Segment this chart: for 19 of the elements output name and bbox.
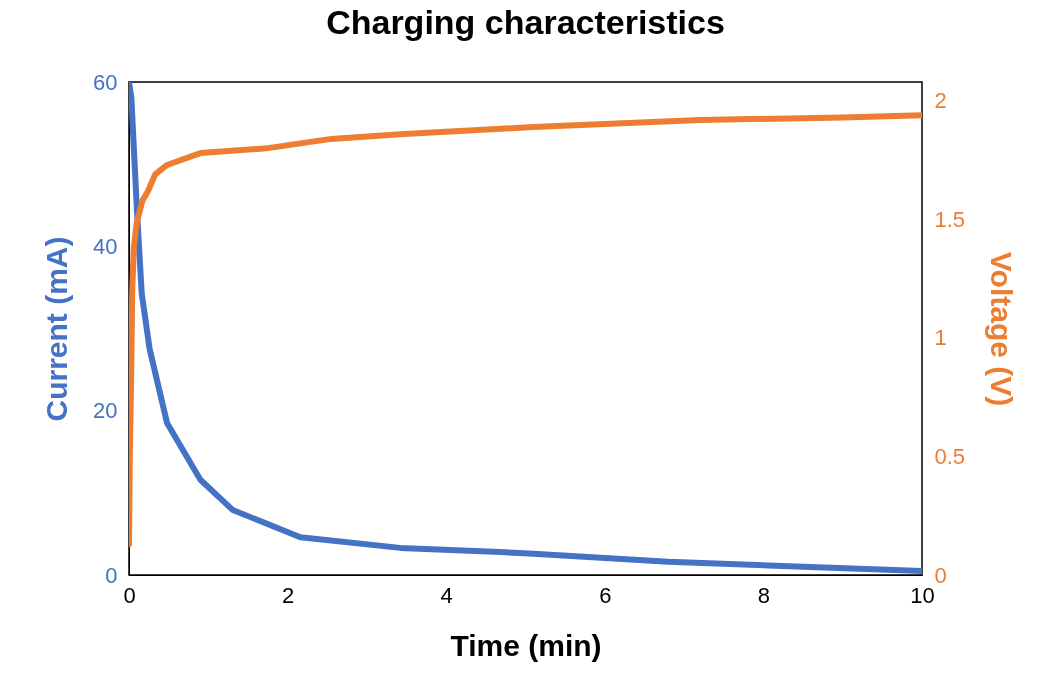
y-tick-label: 0 [105,562,118,588]
y-tick-label: 60 [93,69,118,95]
y2-tick-label: 1.5 [934,206,966,232]
y-tick-label: 20 [93,398,118,424]
y2-tick-label: 2 [934,88,947,114]
y-axis-title: Current (mA) [40,236,74,422]
x-tick-label: 8 [757,582,771,608]
x-axis-title: Time (min) [450,628,602,662]
x-tick-label: 10 [910,582,935,608]
y2-axis-title: Voltage (V) [985,251,1019,407]
x-tick-label: 2 [281,582,295,608]
y2-tick-label: 0 [934,562,947,588]
chart-title: Charging characteristics [326,3,725,41]
x-tick-label: 0 [123,582,136,608]
y2-tick-label: 1 [934,325,947,351]
y2-tick-label: 0.5 [934,443,966,469]
y-tick-label: 40 [93,233,118,259]
x-tick-label: 6 [599,582,612,608]
x-tick-label: 4 [440,582,453,608]
